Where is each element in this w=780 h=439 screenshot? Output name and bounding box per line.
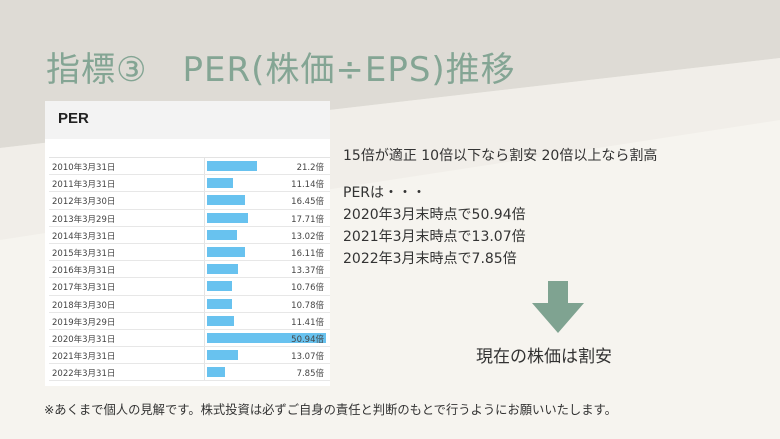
row-date: 2016年3月31日: [52, 266, 116, 277]
per-note-2020: 2020年3月末時点で50.94倍: [343, 207, 526, 223]
per-bar: [207, 350, 238, 361]
per-bar: [207, 298, 232, 309]
per-bar: [207, 195, 245, 206]
table-row: 2013年3月29日 17.71倍: [49, 210, 330, 227]
table-title: PER: [45, 101, 330, 139]
per-value-label: 16.11倍: [291, 248, 324, 259]
table-row: 2015年3月31日 16.11倍: [49, 244, 330, 262]
table-row: 2010年3月31日 21.2倍: [49, 158, 330, 176]
table-row: 2020年3月31日 50.94倍: [49, 330, 330, 348]
per-value-label: 13.02倍: [291, 231, 324, 242]
row-date: 2015年3月31日: [52, 248, 116, 259]
per-value-label: 7.85倍: [296, 369, 324, 380]
per-bar: [207, 315, 234, 326]
per-value-label: 13.37倍: [291, 266, 324, 277]
per-value-label: 10.78倍: [291, 300, 324, 311]
per-value-label: 11.14倍: [291, 180, 324, 191]
row-date: 2011年3月31日: [52, 180, 116, 191]
row-date: 2012年3月30日: [52, 197, 116, 208]
per-value-label: 21.2倍: [296, 163, 324, 173]
per-note-2021: 2021年3月末時点で13.07倍: [343, 229, 526, 245]
table-row: 2019年3月29日 11.41倍: [49, 313, 330, 330]
row-date: 2020年3月31日: [52, 334, 116, 345]
per-bar: [207, 178, 233, 189]
row-date: 2014年3月31日: [52, 231, 116, 242]
per-bar: [207, 212, 248, 223]
row-date: 2010年3月31日: [52, 163, 116, 173]
per-value-label: 10.76倍: [291, 283, 324, 294]
per-notes: PERは・・・ 2020年3月末時点で50.94倍 2021年3月末時点で13.…: [343, 182, 526, 270]
per-bar: [207, 229, 237, 240]
table-row: 2018年3月30日 10.78倍: [49, 296, 330, 313]
per-value-label: 17.71倍: [291, 214, 324, 225]
disclaimer-text: ※あくまで個人の見解です。株式投資は必ずご自身の責任と判断のもとで行うようにお願…: [44, 403, 617, 417]
table-row: 2016年3月31日 13.37倍: [49, 261, 330, 279]
per-bar: [207, 367, 225, 378]
per-note-2022: 2022年3月末時点で7.85倍: [343, 251, 517, 267]
per-value-label: 50.94倍: [291, 334, 324, 345]
table-row: 2022年3月31日 7.85倍: [49, 364, 330, 382]
table-row: 2017年3月31日 10.76倍: [49, 278, 330, 296]
per-note-intro: PERは・・・: [343, 185, 427, 201]
per-bar-table: 2010年3月31日 21.2倍 2011年3月31日 11.14倍 2012年3月30…: [49, 157, 330, 382]
row-date: 2019年3月29日: [52, 317, 116, 328]
per-bar: [207, 332, 326, 343]
row-date: 2021年3月31日: [52, 352, 116, 363]
table-row: 2021年3月31日 13.07倍: [49, 347, 330, 365]
conclusion-text: 現在の株価は割安: [476, 347, 612, 367]
per-bar: [207, 281, 232, 292]
row-date: 2017年3月31日: [52, 283, 116, 294]
column-divider: [204, 158, 205, 382]
row-date: 2013年3月29日: [52, 214, 116, 225]
table-row: 2012年3月30日 16.45倍: [49, 192, 330, 210]
per-value-label: 16.45倍: [291, 197, 324, 208]
slide-title: 指標③ PER(株価÷EPS)推移: [46, 50, 516, 90]
per-guideline-text: 15倍が適正 10倍以下なら割安 20倍以上なら割高: [343, 148, 658, 164]
table-row: 2011年3月31日 11.14倍: [49, 175, 330, 193]
row-date: 2018年3月30日: [52, 300, 116, 311]
table-row: 2014年3月31日 13.02倍: [49, 227, 330, 244]
arrow-down-icon: [532, 281, 584, 333]
per-bar: [207, 246, 245, 257]
per-table-card: PER 2010年3月31日 21.2倍 2011年3月31日 11.14倍 2012年…: [45, 101, 330, 386]
row-date: 2022年3月31日: [52, 369, 116, 380]
per-bar: [207, 161, 257, 171]
per-bar: [207, 264, 238, 275]
per-value-label: 11.41倍: [291, 317, 324, 328]
per-value-label: 13.07倍: [291, 352, 324, 363]
